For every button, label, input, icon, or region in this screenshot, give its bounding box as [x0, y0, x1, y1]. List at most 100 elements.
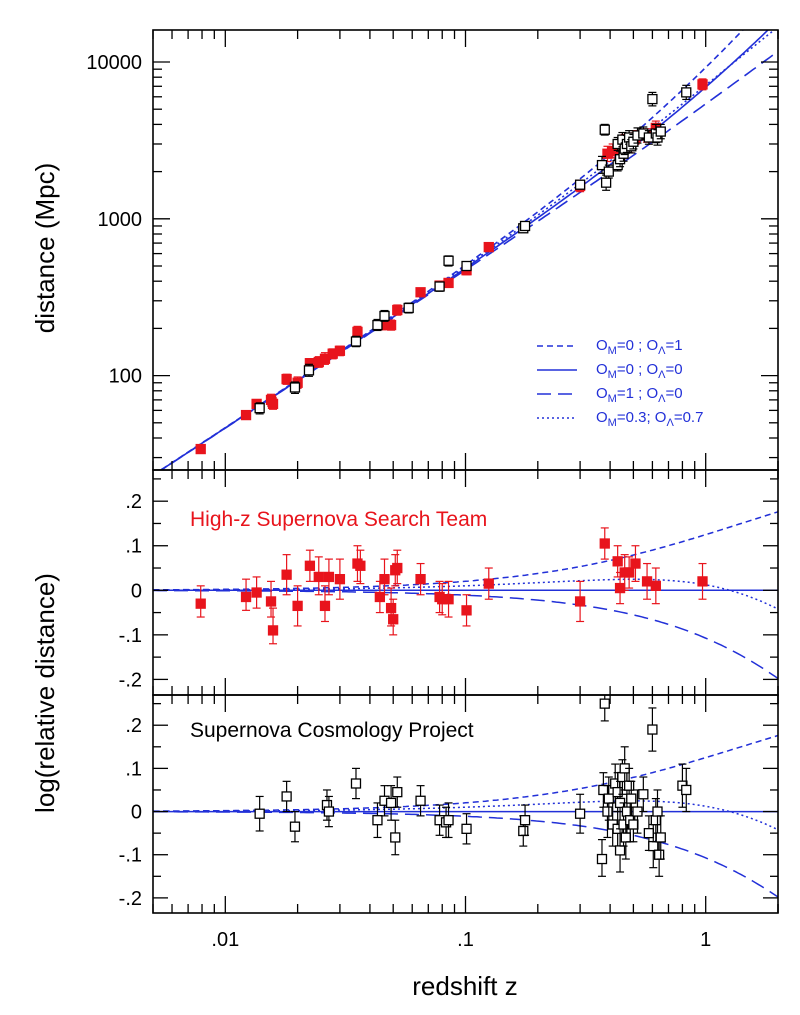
legend-entry: OM=1 ; OΛ=0 — [537, 385, 683, 405]
filled-square-marker — [483, 241, 494, 253]
high-z-point — [697, 78, 708, 91]
open-square-marker — [289, 821, 301, 832]
model-om03-ol07-residual-curve — [153, 578, 778, 610]
high-z-team-label: High-z Supernova Search Team — [190, 508, 487, 531]
open-square-marker — [390, 832, 401, 843]
open-square-marker — [289, 382, 301, 393]
filled-square-marker — [313, 571, 324, 583]
scp-point — [289, 381, 301, 394]
scp-point — [254, 795, 265, 832]
open-square-marker — [443, 255, 454, 266]
open-square-marker — [303, 365, 315, 376]
high-z-residual-panel: High-z Supernova Search Team — [152, 469, 779, 696]
legend-label: OM=0 ; OΛ=0 — [596, 361, 683, 381]
scp-point — [643, 130, 655, 145]
open-square-marker — [281, 791, 292, 802]
y-tick-label: 0 — [131, 802, 142, 824]
y-tick-label: -.1 — [119, 625, 142, 647]
open-square-marker — [574, 808, 586, 819]
scp-point — [379, 785, 390, 817]
filled-square-marker — [385, 319, 397, 331]
high-z-point — [334, 558, 346, 600]
open-square-marker — [254, 808, 265, 819]
open-square-marker — [350, 336, 362, 347]
scp-point — [461, 260, 472, 272]
scp-point — [574, 179, 586, 190]
filled-square-marker — [267, 398, 279, 410]
open-square-marker — [655, 832, 666, 843]
scp-point — [599, 695, 610, 722]
filled-square-marker — [195, 598, 206, 609]
open-square-marker — [603, 793, 614, 804]
open-square-marker — [461, 260, 472, 272]
scp-point — [681, 84, 692, 101]
y-tick-label: 1000 — [98, 209, 143, 231]
filled-square-marker — [392, 562, 403, 574]
filled-square-marker — [630, 558, 641, 569]
open-square-marker — [574, 179, 586, 190]
y-tick-label: .1 — [125, 758, 142, 780]
open-square-marker — [653, 849, 665, 860]
open-square-marker — [647, 724, 658, 735]
filled-square-marker — [443, 277, 454, 289]
high-z-point — [195, 443, 206, 455]
high-z-point — [650, 567, 661, 605]
y-axis-title-distance: distance (Mpc) — [30, 163, 60, 334]
x-tick-labels: .01 .1 1 — [211, 929, 711, 951]
open-square-marker — [415, 795, 426, 806]
high-z-point — [388, 598, 399, 636]
open-square-marker — [614, 845, 626, 856]
scp-point — [519, 220, 531, 232]
high-z-point — [281, 554, 292, 596]
filled-square-marker — [415, 574, 426, 585]
filled-square-marker — [281, 373, 292, 385]
filled-square-marker — [415, 287, 426, 298]
open-square-marker — [254, 403, 265, 414]
high-z-point — [641, 562, 653, 600]
open-square-marker — [626, 793, 637, 804]
x-tick-label: .1 — [457, 929, 474, 951]
distance-panel: OM=0 ; OΛ=1 OM=0 ; OΛ=0 OM=1 ; OΛ=0 OM=0.3;… — [152, 29, 779, 471]
high-z-point — [292, 585, 303, 627]
y-axis-title-residual: log(relative distance) — [30, 573, 60, 813]
open-square-marker — [681, 87, 692, 98]
open-square-marker — [623, 780, 635, 791]
high-z-residual-points — [195, 527, 708, 645]
model-om0-ol1-curve — [159, 30, 744, 470]
scp-point — [638, 776, 649, 813]
scp-point — [372, 318, 383, 332]
open-square-marker — [628, 819, 639, 830]
open-square-marker — [392, 786, 403, 798]
high-z-point — [612, 545, 623, 578]
open-square-marker — [434, 281, 445, 292]
model-om1-ol0-residual-curve — [153, 589, 778, 680]
scp-point — [281, 780, 292, 813]
open-square-marker — [620, 832, 631, 843]
legend-entry: OM=0.3; OΛ=0.7 — [537, 409, 703, 429]
scp-point — [415, 785, 426, 817]
open-square-marker — [617, 771, 628, 783]
scp-residual-axes — [152, 694, 779, 914]
scp-point — [303, 363, 315, 377]
y-tick-label: 0 — [131, 580, 142, 602]
filled-square-marker — [392, 304, 403, 316]
scp-point — [443, 802, 454, 839]
filled-square-marker — [650, 580, 661, 591]
legend-label: OM=0 ; OΛ=1 — [596, 337, 683, 357]
scp-point — [254, 402, 265, 415]
scp-point — [443, 255, 454, 267]
filled-square-marker — [195, 443, 206, 455]
cosmology-model-curves — [159, 30, 778, 470]
filled-square-marker — [267, 625, 279, 636]
scp-point — [379, 309, 390, 322]
scp-point — [350, 767, 362, 800]
high-z-point — [574, 580, 586, 623]
filled-square-marker — [385, 602, 397, 614]
filled-square-marker — [443, 594, 454, 605]
x-tick-label: .01 — [211, 929, 239, 951]
open-square-marker — [603, 166, 614, 177]
scp-label: Supernova Cosmology Project — [190, 719, 474, 742]
y-tick-label: 10000 — [86, 52, 142, 74]
filled-square-marker — [334, 345, 346, 356]
